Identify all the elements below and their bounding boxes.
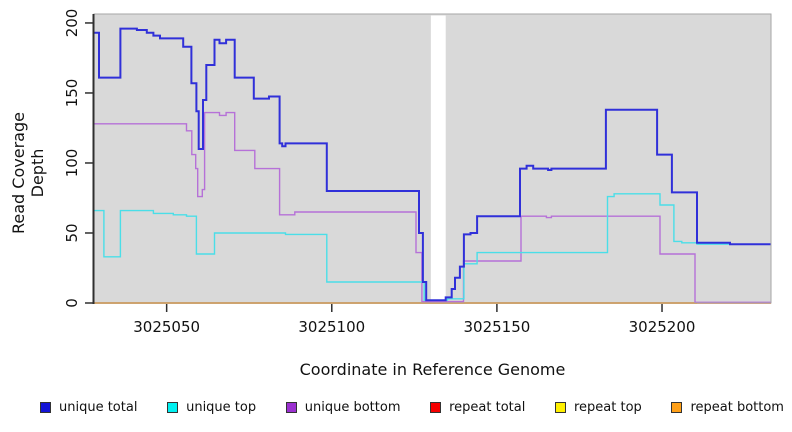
legend-item-repeat-top: repeat top: [555, 400, 642, 415]
y-tick-label: 50: [63, 223, 81, 242]
series-unique-total: [94, 27, 771, 302]
legend-item-unique-top: unique top: [167, 400, 256, 415]
legend-label-repeat-top: repeat top: [574, 399, 642, 415]
series-unique-top: [94, 193, 771, 301]
coverage-chart: 0 50 100 150 200 3025050 3025100 3025150 3025200: [63, 9, 772, 336]
legend-item-repeat-bottom: repeat bottom: [671, 400, 784, 415]
legend-swatch-repeat-bottom: [671, 401, 683, 413]
legend-swatch-repeat-total: [430, 401, 442, 413]
x-tick-label: 3025200: [629, 318, 696, 336]
series-unique-bottom: [94, 111, 771, 303]
legend-label-unique-top: unique top: [186, 399, 257, 415]
legend-swatch-unique-bottom: [285, 401, 297, 413]
legend: unique total unique top unique bottom repea…: [40, 397, 784, 417]
y-tick-label: 150: [63, 79, 81, 108]
y-tick-label: 200: [63, 9, 81, 38]
x-tick-label: 3025150: [463, 318, 530, 336]
x-tick-label: 3025050: [133, 318, 200, 336]
y-axis-title: Read Coverage Depth: [9, 112, 47, 234]
legend-label-unique-bottom: unique bottom: [304, 399, 401, 415]
legend-swatch-unique-top: [167, 401, 179, 413]
legend-swatch-unique-total: [40, 401, 51, 413]
no-coverage-gap: [430, 15, 446, 303]
legend-item-unique-bottom: unique bottom: [285, 399, 401, 415]
legend-item-repeat-total: repeat total: [430, 400, 525, 415]
x-tick-label: 3025100: [298, 318, 365, 336]
y-tick-label: 100: [63, 149, 81, 178]
x-axis-title: Coordinate in Reference Genome: [299, 360, 566, 379]
legend-item-unique-total: unique total: [40, 400, 137, 415]
legend-label-unique-total: unique total: [59, 399, 138, 415]
y-tick-label: 0: [63, 298, 81, 308]
legend-swatch-repeat-top: [555, 401, 566, 413]
legend-label-repeat-total: repeat total: [449, 399, 526, 415]
legend-label-repeat-bottom: repeat bottom: [690, 399, 784, 415]
